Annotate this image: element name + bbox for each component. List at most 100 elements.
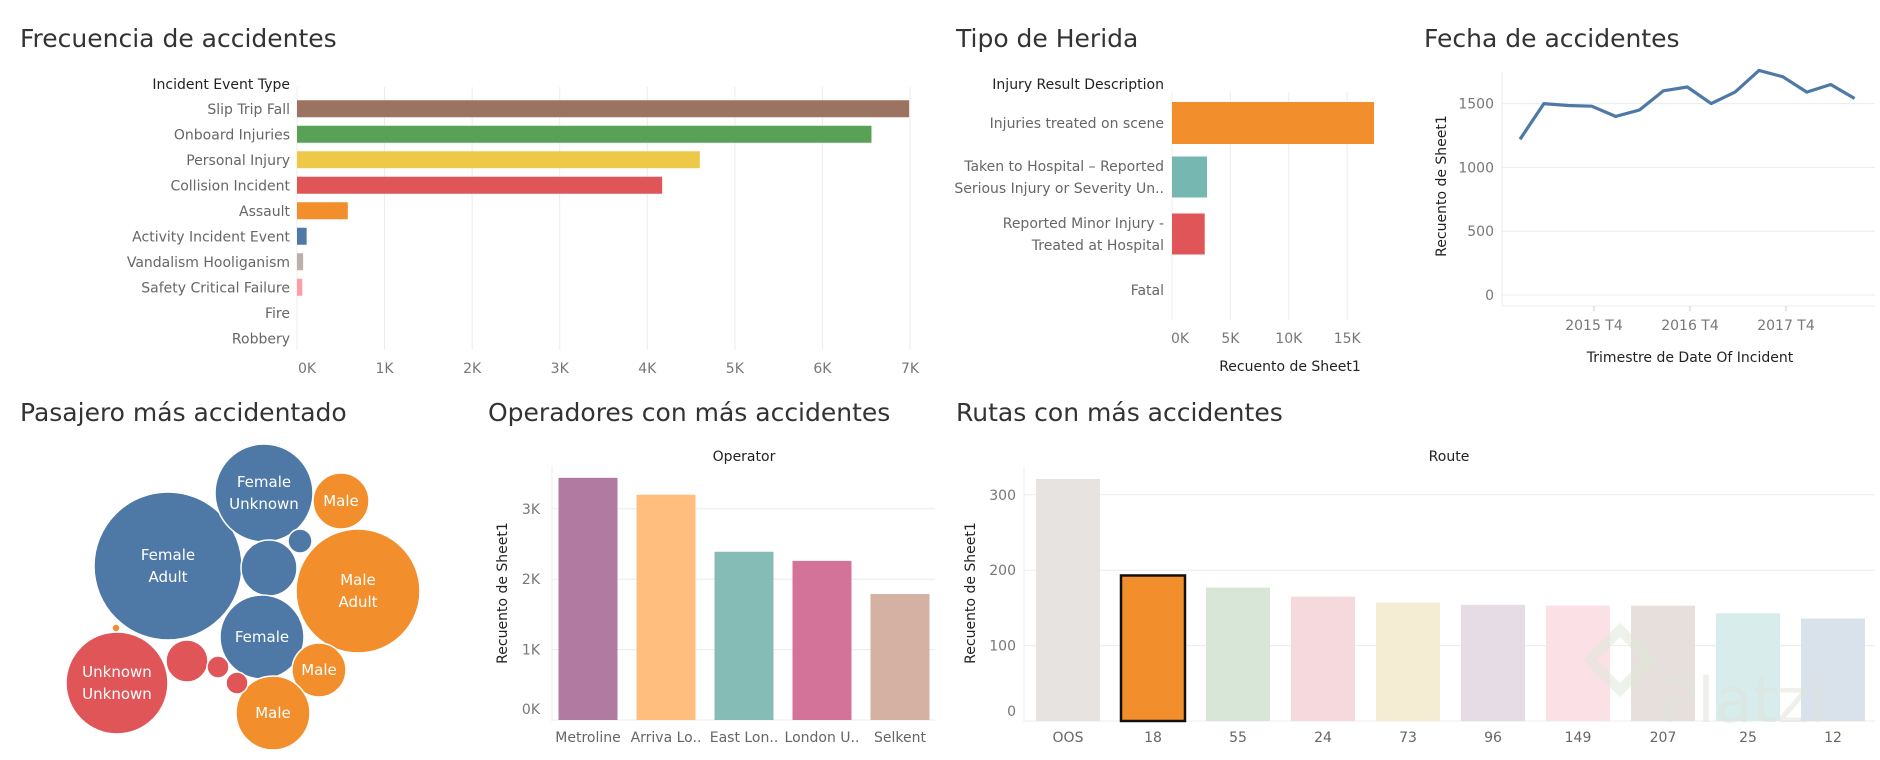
operadores-bar: [714, 551, 774, 720]
frecuencia-x-tick: 0K: [298, 361, 317, 377]
platzi-logo-icon: [1582, 622, 1658, 698]
pasajero-bubble-label: Female: [235, 628, 289, 646]
frecuencia-x-tick: 7K: [901, 361, 920, 377]
frecuencia-x-tick: 3K: [551, 361, 570, 377]
rutas-y-tick: 200: [989, 563, 1016, 579]
herida-category-label: Treated at Hospital: [1031, 238, 1164, 254]
herida-x-tick: 5K: [1221, 331, 1240, 347]
frecuencia-category-label: Assault: [239, 204, 291, 220]
frecuencia-bar: [297, 125, 872, 143]
pasajero-bubble-label: Unknown: [82, 663, 152, 681]
frecuencia-bar: [297, 151, 700, 169]
rutas-bar: [1206, 587, 1270, 721]
operadores-category-label: Selkent: [874, 730, 926, 746]
pasajero-bubble-label: Unknown: [229, 495, 299, 513]
pasajero-bubble: [65, 631, 169, 735]
pasajero-bubble-label: Adult: [148, 568, 187, 586]
rutas-category-label: 149: [1565, 730, 1592, 746]
pasajero-bubble: [214, 443, 314, 543]
rutas-category-label: 12: [1824, 730, 1842, 746]
frecuencia-category-label: Activity Incident Event: [132, 229, 290, 245]
rutas-bar: [1291, 596, 1355, 721]
herida-category-header: Injury Result Description: [992, 77, 1164, 93]
frecuencia-category-label: Onboard Injuries: [174, 127, 290, 143]
pasajero-bubble: [287, 528, 313, 554]
rutas-header: Route: [1429, 449, 1470, 465]
rutas-bar: [1461, 604, 1525, 721]
herida-x-axis-title: Recuento de Sheet1: [1219, 359, 1361, 375]
operadores-y-tick: 2K: [522, 572, 541, 588]
operadores-category-label: Arriva Lo..: [631, 730, 702, 746]
herida-x-tick: 10K: [1275, 331, 1303, 347]
pasajero-bubble-label: Female: [141, 546, 195, 564]
fecha-x-tick: 2017 T4: [1757, 318, 1815, 334]
pasajero-bubble: [312, 472, 370, 530]
rutas-y-tick: 300: [989, 488, 1016, 504]
rutas-category-label: 18: [1144, 730, 1162, 746]
pasajero-bubble-label: Male: [323, 492, 359, 510]
pasajero-bubble: [240, 539, 298, 597]
fecha-y-tick: 1500: [1458, 97, 1494, 113]
herida-title: Tipo de Herida: [956, 24, 1139, 53]
rutas-category-label: 96: [1484, 730, 1502, 746]
frecuencia-x-tick: 4K: [638, 361, 657, 377]
frecuencia-bar: [297, 253, 304, 271]
rutas-category-label: OOS: [1053, 730, 1084, 746]
fecha-x-axis-title: Trimestre de Date Of Incident: [1586, 350, 1794, 366]
rutas-category-label: 25: [1739, 730, 1757, 746]
fecha-series-line: [1518, 68, 1856, 141]
pasajero-bubble: [165, 639, 209, 683]
herida-bar: [1172, 213, 1205, 255]
herida-category-label: Serious Injury or Severity Un..: [954, 181, 1164, 197]
herida-category-label: Fatal: [1131, 283, 1164, 299]
frecuencia-category-label: Vandalism Hooliganism: [127, 255, 290, 271]
fecha-y-tick: 500: [1467, 224, 1494, 240]
frecuencia-category-header: Incident Event Type: [152, 77, 290, 93]
frecuencia-bar: [297, 227, 307, 245]
herida-category-label: Taken to Hospital – Reported: [963, 159, 1164, 175]
rutas-bar: [1716, 613, 1780, 721]
rutas-category-label: 73: [1399, 730, 1417, 746]
herida-bar: [1172, 102, 1375, 144]
frecuencia-x-tick: 2K: [463, 361, 482, 377]
frecuencia-category-label: Personal Injury: [186, 153, 290, 169]
operadores-bar: [558, 477, 618, 720]
operadores-category-label: East Lon..: [710, 730, 779, 746]
herida-bar: [1172, 156, 1208, 198]
rutas-category-label: 24: [1314, 730, 1332, 746]
rutas-category-label: 55: [1229, 730, 1247, 746]
herida-x-tick: 15K: [1334, 331, 1362, 347]
rutas-category-label: 207: [1650, 730, 1677, 746]
pasajero-bubble-label: Unknown: [82, 685, 152, 703]
frecuencia-bar: [297, 100, 910, 118]
rutas-bar: [1546, 605, 1610, 721]
rutas-y-axis-title: Recuento de Sheet1: [963, 522, 979, 664]
pasajero-bubble-label: Male: [340, 571, 376, 589]
frecuencia-category-label: Fire: [265, 306, 290, 322]
herida-category-label: Reported Minor Injury -: [1003, 216, 1164, 232]
fecha-x-tick: 2015 T4: [1565, 318, 1623, 334]
pasajero-bubble: [111, 623, 121, 633]
frecuencia-category-label: Collision Incident: [170, 178, 290, 194]
fecha-y-axis-title: Recuento de Sheet1: [1434, 115, 1450, 257]
watermark-text: Platzi: [1660, 664, 1827, 737]
operadores-category-label: London U..: [785, 730, 860, 746]
frecuencia-category-label: Slip Trip Fall: [207, 102, 290, 118]
rutas-bar: [1119, 574, 1187, 723]
operadores-y-axis-title: Recuento de Sheet1: [495, 522, 511, 664]
operadores-y-tick: 0K: [522, 702, 541, 718]
operadores-bar: [636, 494, 696, 720]
operadores-y-tick: 3K: [522, 502, 541, 518]
fecha-y-tick: 1000: [1458, 160, 1494, 176]
pasajero-bubble: [206, 655, 230, 679]
pasajero-bubble-label: Female: [237, 473, 291, 491]
pasajero-bubble: [295, 528, 421, 654]
herida-x-tick: 0K: [1171, 331, 1190, 347]
pasajero-bubble-label: Adult: [338, 593, 377, 611]
frecuencia-bar: [297, 202, 348, 220]
frecuencia-bar: [297, 278, 303, 296]
pasajero-bubble: [225, 671, 249, 695]
frecuencia-x-tick: 1K: [376, 361, 395, 377]
pasajero-bubble-label: Male: [255, 704, 291, 722]
